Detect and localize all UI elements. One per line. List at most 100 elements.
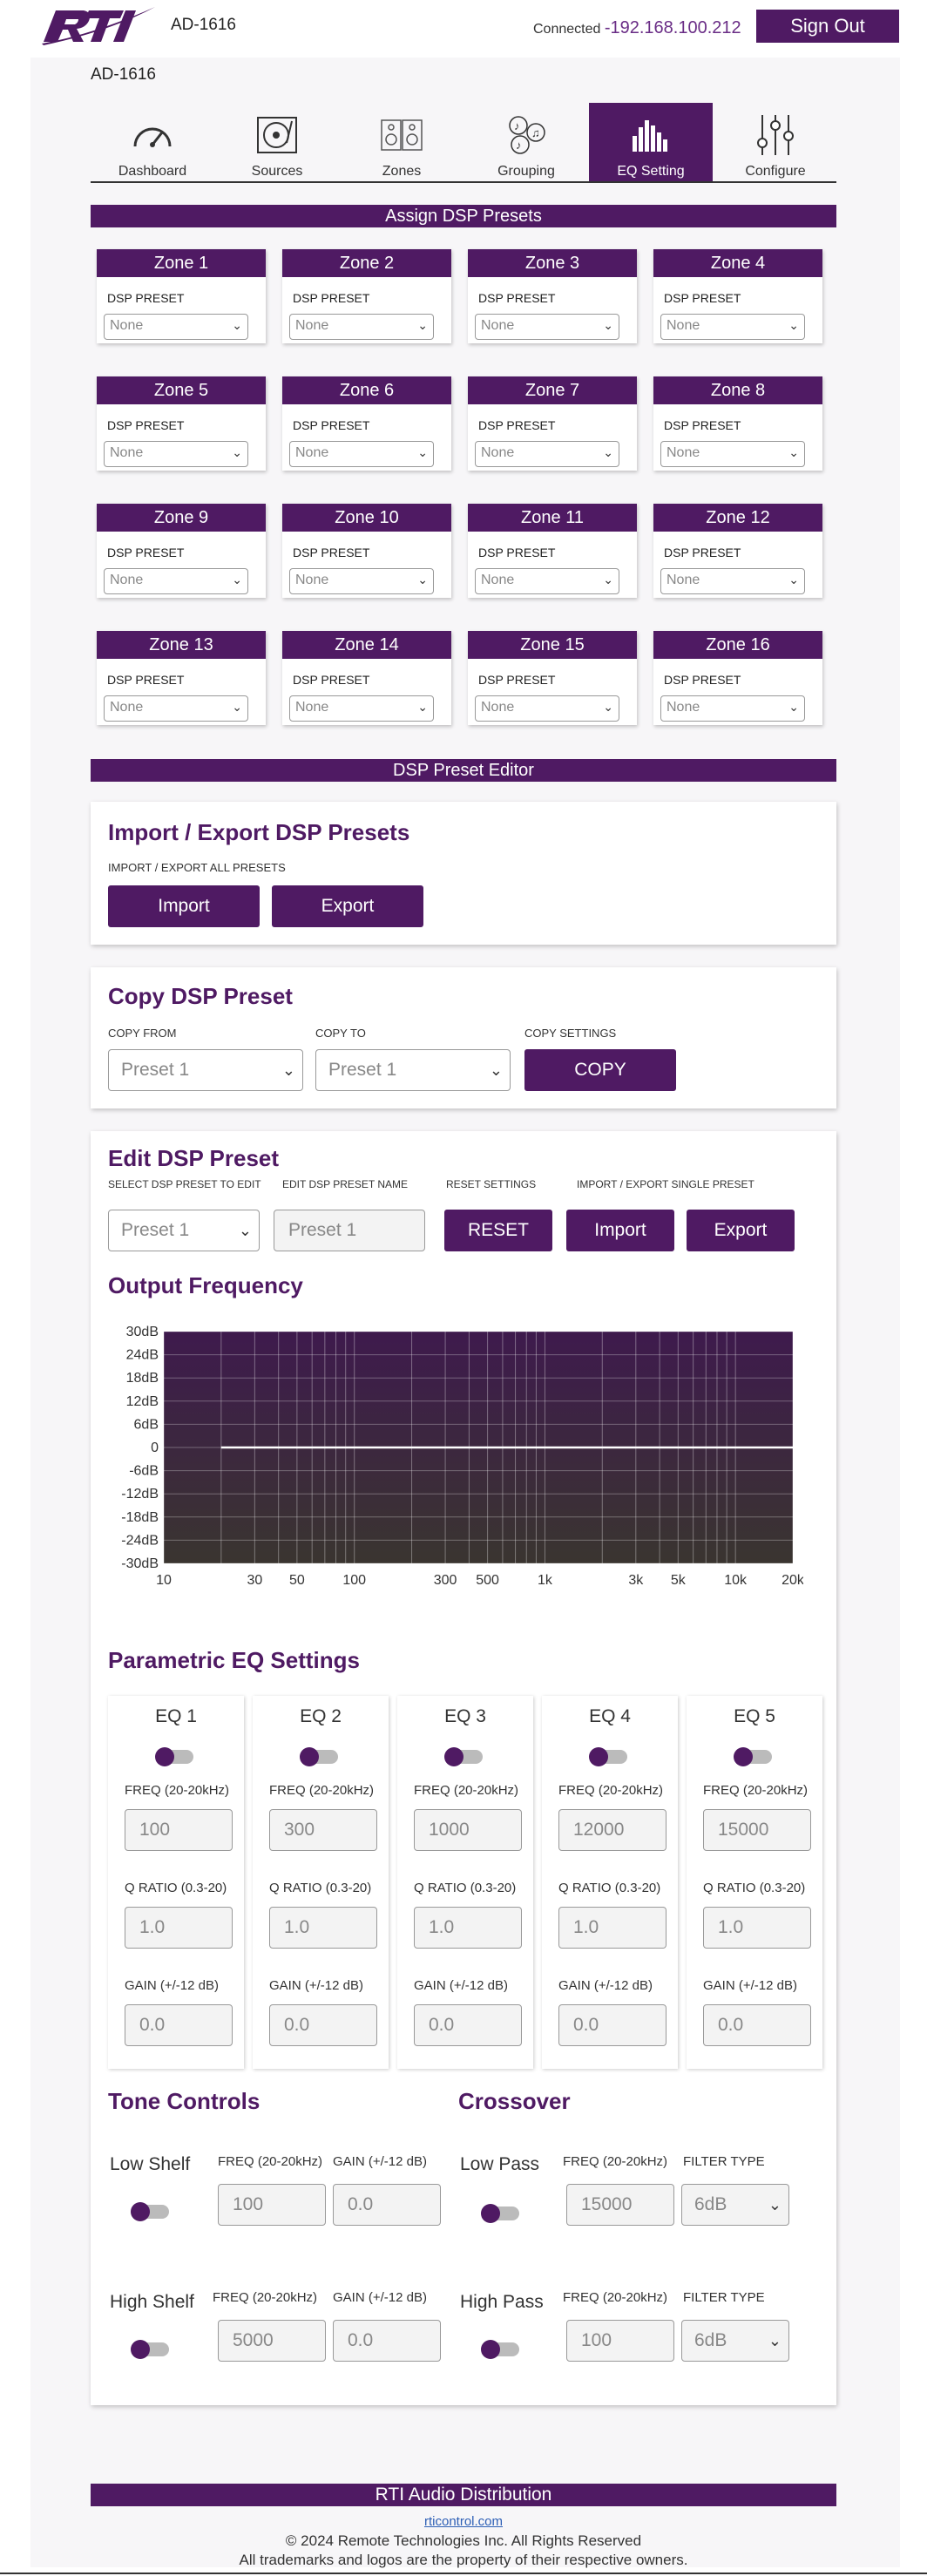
preset-name-input[interactable]: Preset 1 — [274, 1210, 425, 1251]
gain-label: GAIN (+/-12 dB) — [558, 1978, 653, 1993]
zone-card: Zone 8 DSP PRESET None ⌄ — [653, 376, 822, 471]
low-pass-filter-select[interactable]: 6dB ⌄ — [681, 2184, 789, 2226]
eq-q-input[interactable]: 1.0 — [269, 1907, 377, 1949]
eq-gain-input[interactable]: 0.0 — [269, 2004, 377, 2046]
eq-q-input[interactable]: 1.0 — [125, 1907, 233, 1949]
dsp-preset-select[interactable]: None ⌄ — [289, 568, 434, 594]
eq-band-title: EQ 3 — [444, 1706, 486, 1726]
dsp-preset-select[interactable]: None ⌄ — [289, 695, 434, 722]
dsp-preset-select[interactable]: None ⌄ — [660, 314, 805, 340]
dsp-preset-label: DSP PRESET — [107, 546, 185, 559]
low-shelf-gain-input[interactable]: 0.0 — [333, 2184, 441, 2226]
y-tick-label: 12dB — [126, 1394, 159, 1409]
dsp-preset-select[interactable]: None ⌄ — [660, 568, 805, 594]
export-all-button[interactable]: Export — [272, 885, 423, 927]
x-tick-label: 500 — [476, 1573, 499, 1588]
high-pass-toggle[interactable] — [481, 2340, 519, 2359]
eq-gain-input[interactable]: 0.0 — [125, 2004, 233, 2046]
high-shelf-gain-input[interactable]: 0.0 — [333, 2320, 441, 2362]
high-pass-filter-select[interactable]: 6dB ⌄ — [681, 2320, 789, 2362]
reset-button[interactable]: RESET — [444, 1210, 552, 1251]
eq-band-toggle[interactable] — [734, 1747, 772, 1766]
tab-sources[interactable]: Sources — [215, 103, 339, 181]
svg-text:♫: ♫ — [531, 126, 540, 139]
high-pass-freq-input[interactable]: 100 — [566, 2320, 674, 2362]
low-shelf-freq-label: FREQ (20-20kHz) — [218, 2154, 323, 2169]
import-all-button[interactable]: Import — [108, 885, 260, 927]
eq-gain-input[interactable]: 0.0 — [558, 2004, 666, 2046]
eq-band-toggle[interactable] — [444, 1747, 483, 1766]
dsp-preset-select[interactable]: None ⌄ — [660, 441, 805, 467]
eq-band-title: EQ 2 — [300, 1706, 342, 1726]
dsp-preset-select[interactable]: None ⌄ — [660, 695, 805, 722]
dsp-preset-select[interactable]: None ⌄ — [104, 695, 248, 722]
eq-gain-input[interactable]: 0.0 — [703, 2004, 811, 2046]
dsp-preset-select[interactable]: None ⌄ — [104, 441, 248, 467]
zone-title: Zone 7 — [468, 376, 637, 404]
dsp-preset-label: DSP PRESET — [293, 546, 370, 559]
sign-out-button[interactable]: Sign Out — [756, 10, 899, 43]
chevron-down-icon: ⌄ — [417, 318, 428, 332]
chevron-down-icon: ⌄ — [603, 700, 613, 714]
dsp-preset-select[interactable]: None ⌄ — [475, 695, 619, 722]
eq-freq-input[interactable]: 1000 — [414, 1809, 522, 1851]
zone-title: Zone 6 — [282, 376, 451, 404]
dsp-preset-select[interactable]: None ⌄ — [289, 441, 434, 467]
y-tick-label: 6dB — [134, 1417, 159, 1432]
tab-dashboard[interactable]: Dashboard — [91, 103, 214, 181]
high-shelf-gain-label: GAIN (+/-12 dB) — [333, 2290, 427, 2305]
zone-card: Zone 10 DSP PRESET None ⌄ — [282, 504, 451, 598]
tab-grouping[interactable]: ♪ ♫ ♪ Grouping — [464, 103, 588, 181]
dsp-preset-value: None — [295, 318, 329, 333]
high-pass-freq-label: FREQ (20-20kHz) — [563, 2290, 668, 2305]
eq-q-input[interactable]: 1.0 — [703, 1907, 811, 1949]
eq-freq-input[interactable]: 12000 — [558, 1809, 666, 1851]
eq-band-toggle[interactable] — [589, 1747, 627, 1766]
copy-button[interactable]: COPY — [524, 1049, 676, 1091]
import-single-button[interactable]: Import — [566, 1210, 674, 1251]
eq-freq-input[interactable]: 300 — [269, 1809, 377, 1851]
dsp-preset-select[interactable]: None ⌄ — [475, 441, 619, 467]
toggle-knob — [589, 1747, 608, 1766]
eq-gain-input[interactable]: 0.0 — [414, 2004, 522, 2046]
tab-label: Sources — [251, 164, 303, 179]
low-shelf-toggle[interactable] — [131, 2202, 169, 2221]
edit-preset-value: Preset 1 — [121, 1220, 190, 1240]
copy-to-select[interactable]: Preset 1 ⌄ — [315, 1049, 511, 1091]
copy-from-select[interactable]: Preset 1 ⌄ — [108, 1049, 303, 1091]
eq-band-column: EQ 2 FREQ (20-20kHz) 300 Q RATIO (0.3-20) 1.… — [253, 1696, 389, 2069]
tab-eq-setting[interactable]: EQ Setting — [589, 103, 713, 181]
eq-freq-input[interactable]: 15000 — [703, 1809, 811, 1851]
footer-link[interactable]: rticontrol.com — [423, 2514, 504, 2529]
eq-q-input[interactable]: 1.0 — [558, 1907, 666, 1949]
dsp-preset-select[interactable]: None ⌄ — [289, 314, 434, 340]
tab-zones[interactable]: Zones — [340, 103, 464, 181]
tab-configure[interactable]: Configure — [714, 103, 837, 181]
high-pass-label: High Pass — [460, 2292, 544, 2312]
low-pass-freq-input[interactable]: 15000 — [566, 2184, 674, 2226]
chevron-down-icon: ⌄ — [788, 573, 799, 586]
dsp-preset-select[interactable]: None ⌄ — [475, 314, 619, 340]
chevron-down-icon: ⌄ — [603, 573, 613, 586]
zone-card: Zone 11 DSP PRESET None ⌄ — [468, 504, 637, 598]
gain-label: GAIN (+/-12 dB) — [414, 1978, 508, 1993]
eq-band-toggle[interactable] — [300, 1747, 338, 1766]
dsp-preset-select[interactable]: None ⌄ — [475, 568, 619, 594]
eq-q-input[interactable]: 1.0 — [414, 1907, 522, 1949]
y-tick-label: 30dB — [126, 1325, 159, 1339]
eq-freq-input[interactable]: 100 — [125, 1809, 233, 1851]
eq-band-toggle[interactable] — [155, 1747, 193, 1766]
high-pass-filter-value: 6dB — [694, 2330, 727, 2350]
dsp-preset-select[interactable]: None ⌄ — [104, 314, 248, 340]
chevron-down-icon: ⌄ — [489, 1061, 503, 1079]
high-shelf-toggle[interactable] — [131, 2340, 169, 2359]
high-shelf-freq-input[interactable]: 5000 — [218, 2320, 326, 2362]
low-pass-toggle[interactable] — [481, 2204, 519, 2223]
y-tick-label: -24dB — [121, 1533, 159, 1548]
dsp-preset-value: None — [110, 700, 144, 715]
edit-preset-select[interactable]: Preset 1 ⌄ — [108, 1210, 260, 1251]
dsp-preset-select[interactable]: None ⌄ — [104, 568, 248, 594]
low-shelf-freq-input[interactable]: 100 — [218, 2184, 326, 2226]
export-single-button[interactable]: Export — [687, 1210, 795, 1251]
toggle-knob — [300, 1747, 319, 1766]
